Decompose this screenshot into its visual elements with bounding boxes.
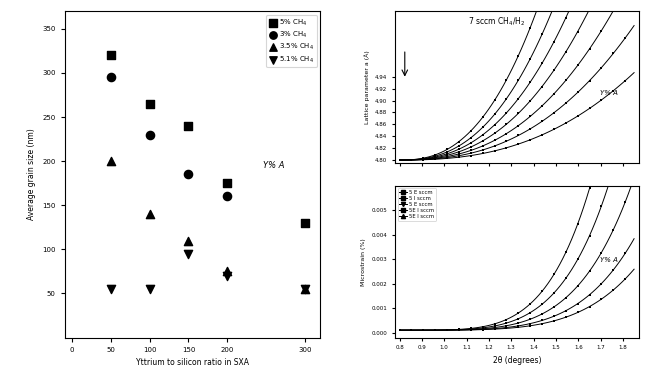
5.1% CH$_4$ — [106, 286, 116, 292]
Text: Y% A: Y% A — [600, 90, 619, 96]
Text: Y% A: Y% A — [600, 256, 619, 262]
Y-axis label: Microstrain (%): Microstrain (%) — [361, 238, 366, 285]
Text: Y% A: Y% A — [263, 161, 285, 170]
X-axis label: 2θ (degrees): 2θ (degrees) — [493, 356, 541, 365]
3.5% CH$_4$ — [144, 211, 155, 217]
3.5% CH$_4$ — [222, 268, 232, 274]
5% CH$_4$ — [222, 180, 232, 186]
3% CH$_4$ — [106, 74, 116, 80]
3% CH$_4$ — [222, 194, 232, 200]
3.5% CH$_4$ — [106, 158, 116, 164]
5.1% CH$_4$ — [299, 286, 310, 292]
5.1% CH$_4$ — [183, 251, 194, 257]
5% CH$_4$ — [144, 101, 155, 107]
X-axis label: Yttrium to silicon ratio in SXA: Yttrium to silicon ratio in SXA — [136, 358, 249, 367]
5.1% CH$_4$ — [222, 273, 232, 279]
3% CH$_4$ — [183, 171, 194, 177]
Legend: 5 E sccm, 5 I sccm, 5 E sccm, 5E I sccm, 5E I sccm: 5 E sccm, 5 I sccm, 5 E sccm, 5E I sccm,… — [398, 188, 436, 221]
Y-axis label: Lattice parameter a (Å): Lattice parameter a (Å) — [364, 50, 370, 124]
3.5% CH$_4$ — [299, 286, 310, 292]
3.5% CH$_4$ — [183, 237, 194, 243]
5% CH$_4$ — [183, 123, 194, 129]
5% CH$_4$ — [106, 53, 116, 58]
Legend: 5% CH$_4$, 3% CH$_4$, 3.5% CH$_4$, 5.1% CH$_4$: 5% CH$_4$, 3% CH$_4$, 3.5% CH$_4$, 5.1% … — [266, 15, 317, 68]
Y-axis label: Average grain size (nm): Average grain size (nm) — [28, 129, 36, 220]
3% CH$_4$ — [144, 132, 155, 138]
5.1% CH$_4$ — [144, 286, 155, 292]
5% CH$_4$ — [299, 220, 310, 226]
Text: 7 sccm CH$_4$/H$_2$: 7 sccm CH$_4$/H$_2$ — [468, 16, 526, 28]
